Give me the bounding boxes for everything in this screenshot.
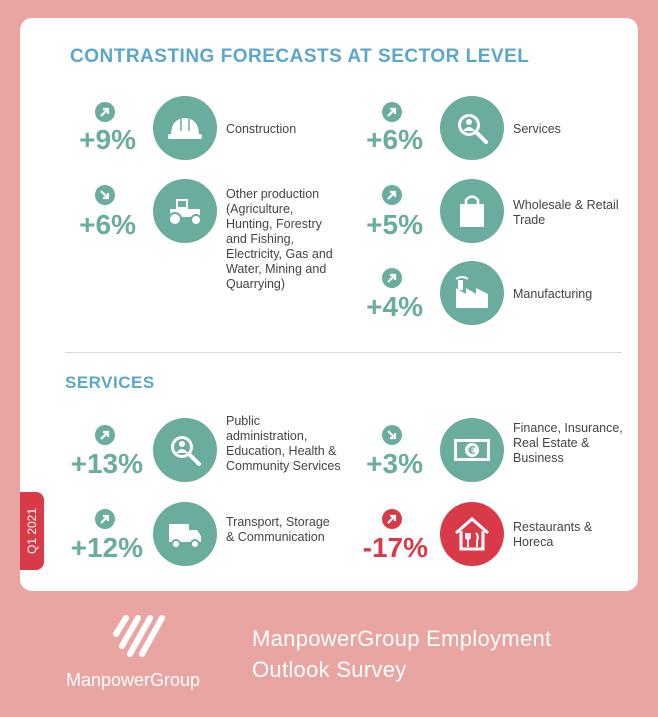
survey-title-line-2: Outlook Survey (252, 657, 407, 682)
period-label: Q1 2021 (25, 507, 40, 555)
arrow-down-icon (95, 185, 115, 205)
forecast-value: +13% (70, 448, 143, 479)
section-divider (65, 352, 622, 353)
forecast-value: +9% (79, 124, 136, 155)
sector-label: Restaurants & Horeca (513, 520, 593, 549)
euro-banknote-icon: € (440, 418, 504, 482)
section-title-services: SERVICES (65, 373, 155, 392)
forecast-value: +5% (366, 209, 423, 240)
arrow-up-icon (95, 509, 115, 529)
magnifier-person-icon (440, 96, 504, 160)
forecast-value: +6% (366, 124, 423, 155)
arrow-up-icon (382, 509, 402, 529)
survey-title: ManpowerGroup Employment Outlook Survey (252, 623, 551, 685)
arrow-up-icon (382, 102, 402, 122)
sector-label: Manufacturing (513, 287, 593, 301)
survey-title-line-1: ManpowerGroup Employment (252, 626, 552, 651)
sector-label: Construction (226, 122, 297, 136)
section-title-sector-forecasts: CONTRASTING FORECASTS AT SECTOR LEVEL (70, 46, 530, 67)
period-tab: Q1 2021 (20, 492, 44, 570)
infographic-card: CONTRASTING FORECASTS AT SECTOR LEVEL SE… (20, 18, 638, 591)
brand-name: ManpowerGroup (66, 670, 201, 690)
arrow-down-icon (382, 425, 402, 445)
shopping-bag-icon (440, 179, 504, 243)
sector-label: Services (513, 122, 561, 136)
arrow-up-icon (95, 425, 115, 445)
magnifier-person-icon (153, 418, 217, 482)
arrow-up-icon (95, 102, 115, 122)
sector-label: Other production (Agriculture, Hunting, … (226, 187, 333, 291)
forecast-value: +4% (366, 291, 423, 322)
svg-text:€: € (467, 444, 476, 457)
sector-label: Public administration, Education, Health… (226, 414, 341, 473)
forecast-value: -17% (362, 532, 428, 563)
arrow-up-icon (382, 185, 402, 205)
forecast-value: +3% (366, 448, 423, 479)
forecast-value: +12% (70, 532, 143, 563)
restaurant-house-icon (440, 502, 504, 566)
arrow-up-icon (382, 268, 402, 288)
hard-hat-icon (153, 96, 217, 160)
tractor-icon (153, 179, 217, 243)
factory-icon (440, 261, 504, 325)
sector-label: Transport, Storage & Communication (226, 515, 330, 544)
sector-label: Wholesale & Retail Trade (513, 198, 619, 227)
manpowergroup-logo-icon (113, 615, 165, 657)
sector-label: Finance, Insurance, Real Estate & Busine… (513, 421, 623, 465)
forecast-value: +6% (79, 209, 136, 240)
truck-icon (153, 502, 217, 566)
